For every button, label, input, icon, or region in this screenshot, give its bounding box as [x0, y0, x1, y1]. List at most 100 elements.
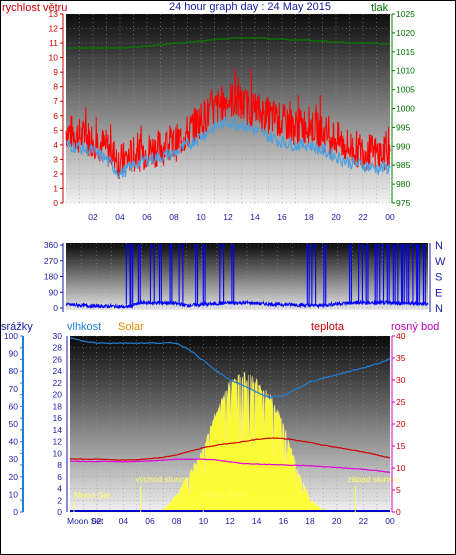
pressure-tick: 975 [396, 198, 410, 208]
pressure-line [66, 37, 390, 49]
pressure-axis-title: tlak [371, 2, 389, 14]
wind-direction-wrap [349, 244, 352, 305]
wind-direction-wrap [158, 244, 162, 305]
wind-direction-wrap [379, 244, 385, 305]
wind-direction-wrap [178, 244, 184, 305]
temperature-tick: 20 [396, 419, 406, 429]
hour-tick: 16 [277, 212, 287, 222]
annotation-label: východ slunce [135, 474, 189, 484]
wind-direction-wrap [202, 244, 206, 305]
hour-tick: 02 [88, 212, 98, 222]
humidity-tick: 80 [9, 366, 19, 376]
wind-direction-wrap [125, 244, 131, 305]
rain-tick: 18 [53, 401, 63, 411]
hour-tick: 22 [359, 516, 369, 526]
rain-tick: 30 [53, 331, 63, 341]
humidity-tick: 20 [9, 472, 19, 482]
temperature-tick: 40 [396, 331, 406, 341]
wind-direction-wrap [365, 244, 369, 305]
pressure-tick: 1025 [396, 9, 415, 19]
wind-speed-tick: 6 [53, 111, 58, 121]
wind-speed-tick: 7 [53, 96, 58, 106]
temperature-tick: 5 [396, 485, 401, 495]
temperature-tick: 10 [396, 463, 406, 473]
solar-axis-title: Solar [118, 321, 144, 333]
wind-speed-tick: 11 [49, 38, 58, 48]
wind-direction-wrap [401, 244, 405, 305]
compass-label: N [435, 240, 443, 252]
hour-tick: 14 [250, 212, 260, 222]
hour-tick: 18 [304, 212, 314, 222]
temperature-tick: 0 [396, 507, 401, 517]
wind-speed-tick: 0 [53, 198, 58, 208]
humidity-tick: 10 [9, 489, 19, 499]
hour-tick: 20 [331, 212, 341, 222]
hour-tick-labels-panel1: 02 04 06 08 10 12 14 16 18 20 22 00 [88, 212, 395, 222]
hour-tick: 02 [92, 516, 102, 526]
humidity-tick: 70 [9, 384, 19, 394]
rain-axis-title: srážky [1, 321, 33, 333]
wind-speed-axis-title: rychlost větru [2, 2, 67, 14]
humidity-tick: 0 [13, 507, 18, 517]
annotation-label: Moon Rise [203, 490, 244, 500]
hour-tick: 08 [169, 212, 179, 222]
humidity-tick: 100 [4, 331, 18, 341]
pressure-tick: 990 [396, 141, 410, 151]
pressure-tick: 1000 [396, 104, 415, 114]
hour-tick: 06 [145, 516, 155, 526]
hour-tick: 22 [358, 212, 368, 222]
wind-direction-tick: 180 [44, 272, 58, 282]
sun-moon-annotations: Moon Set východ slunce Moon Rise západ slun… [67, 474, 398, 526]
rain-tick: 12 [53, 437, 63, 447]
humidity-tick: 40 [9, 437, 19, 447]
dew-point-line [70, 458, 391, 473]
rain-tick: 26 [53, 354, 63, 364]
hour-tick: 20 [332, 516, 342, 526]
compass-label: N [435, 303, 443, 315]
hour-tick: 18 [305, 516, 315, 526]
rain-tick: 24 [53, 366, 63, 376]
wind-direction-wrap [416, 244, 420, 305]
wind-direction-tick: 360 [44, 240, 58, 250]
rain-tick: 2 [57, 495, 62, 505]
rain-tick: 28 [53, 343, 63, 353]
compass-label: W [435, 256, 446, 268]
wind-direction-wrap [231, 244, 235, 305]
rain-tick: 10 [53, 448, 63, 458]
hour-tick: 00 [385, 516, 395, 526]
pressure-tick: 985 [396, 160, 410, 170]
wind-speed-tick: 3 [53, 154, 58, 164]
wind-direction-wrap [392, 244, 396, 305]
wind-direction-wrap [397, 244, 403, 305]
wind-direction-tick-labels: 0 90 180 270 360 [44, 240, 63, 313]
rain-tick: 8 [57, 460, 62, 470]
rain-tick: 22 [53, 378, 63, 388]
hour-tick: 06 [142, 212, 152, 222]
temperature-tick-labels: 0 5 10 15 20 25 30 35 40 [392, 331, 406, 517]
humidity-tick-labels: 0 10 20 30 40 50 60 70 80 90 100 [4, 331, 18, 517]
humidity-tick: 50 [9, 419, 19, 429]
wind-direction-wrap [374, 244, 378, 305]
hour-tick: 04 [119, 516, 129, 526]
wind-direction-wrap [386, 244, 390, 305]
wind-direction-wrap [406, 244, 410, 305]
wind-direction-tick: 90 [49, 287, 59, 297]
annotation-label: západ slunce [347, 474, 397, 484]
wind-speed-tick: 10 [49, 53, 59, 63]
wind-speed-tick: 2 [53, 169, 58, 179]
hour-tick: 10 [199, 516, 209, 526]
pressure-tick: 1020 [396, 28, 415, 38]
wind-speed-tick: 13 [49, 9, 59, 19]
rain-tick: 16 [53, 413, 63, 423]
annotation-label: Moon Set [67, 516, 104, 526]
temperature-tick: 35 [396, 353, 406, 363]
hour-tick: 12 [225, 516, 235, 526]
pressure-tick: 1005 [396, 85, 415, 95]
compass-label: E [435, 287, 442, 299]
pressure-tick-labels: 975 980 985 990 995 1000 1005 1010 1015 1020 1025 [392, 9, 415, 208]
pressure-tick: 1015 [396, 47, 415, 57]
hour-tick: 16 [279, 516, 289, 526]
